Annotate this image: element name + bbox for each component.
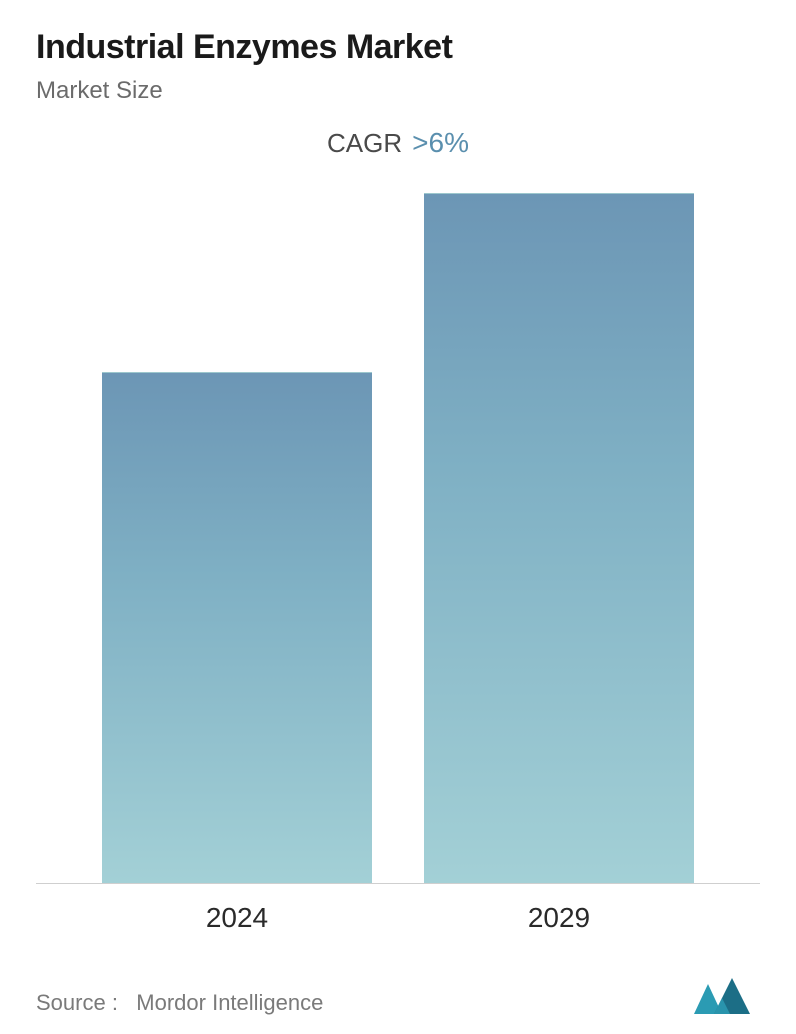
bar-group-0 xyxy=(102,372,372,883)
chart-title: Industrial Enzymes Market xyxy=(36,28,760,67)
xlabel-1: 2029 xyxy=(424,902,694,934)
chart-page: Industrial Enzymes Market Market Size CA… xyxy=(0,0,796,1034)
chart-subtitle: Market Size xyxy=(36,77,760,105)
source-label: Source : xyxy=(36,990,118,1015)
mordor-logo-icon xyxy=(692,976,760,1016)
cagr-value: >6% xyxy=(412,127,469,159)
bar-chart xyxy=(36,193,760,883)
x-axis-labels: 2024 2029 xyxy=(36,884,760,934)
cagr-row: CAGR >6% xyxy=(36,127,760,159)
xlabel-0: 2024 xyxy=(102,902,372,934)
cagr-label: CAGR xyxy=(327,128,402,159)
bar-group-1 xyxy=(424,193,694,883)
footer: Source : Mordor Intelligence xyxy=(36,976,760,1016)
bar-2024 xyxy=(102,372,372,883)
bar-2029 xyxy=(424,193,694,883)
source-text: Source : Mordor Intelligence xyxy=(36,990,323,1016)
source-value: Mordor Intelligence xyxy=(136,990,323,1015)
